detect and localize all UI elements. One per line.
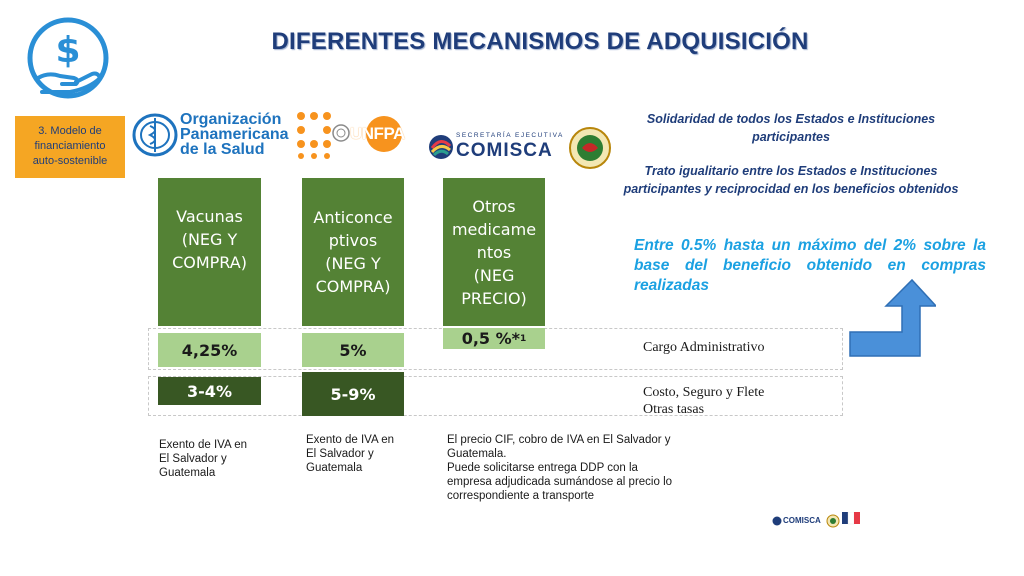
note-line: Guatemala. <box>447 448 507 460</box>
ops-logo: Organización Panamericana de la Salud <box>132 110 289 162</box>
unfpa-logo: UNFPA <box>296 110 405 160</box>
column-anticonceptivos: Anticonce ptivos (NEG Y COMPRA) <box>302 178 404 326</box>
note-line: correspondiente a transporte <box>447 490 595 502</box>
ops-text-line: Organización <box>180 111 282 128</box>
note-line: El Salvador y <box>159 453 227 465</box>
seal-icon <box>569 127 611 169</box>
unfpa-dots-icon <box>297 112 331 159</box>
note-line: Exento de IVA en <box>306 434 395 446</box>
footer-comisca-text: COMISCA <box>783 516 821 525</box>
admin-value-otros-text: 0,5 %* <box>461 329 521 348</box>
note-vacunas: Exento de IVA en El Salvador y Guatemala <box>159 438 247 480</box>
footer-seal-icon <box>826 514 840 528</box>
unfpa-badge-icon <box>366 116 402 152</box>
model-badge-line: auto-sostenible <box>32 155 108 167</box>
note-line: Guatemala <box>159 467 216 479</box>
admin-row-label: Cargo Administrativo <box>643 340 765 355</box>
note-line: Puede solicitarse entrega DDP con la <box>447 462 638 474</box>
admin-value-vacunas: 4,25% <box>158 333 261 367</box>
model-badge: 3. Modelo de financiamiento auto-sosteni… <box>15 116 125 178</box>
model-badge-line: 3. Modelo de <box>38 125 102 137</box>
note-line: El Salvador y <box>306 448 374 460</box>
dollar-hand-icon: $ <box>27 17 109 99</box>
equality-line: Trato igualitario entre los Estados e In… <box>644 164 938 178</box>
admin-value-otros: 0,5 %* 1 <box>443 328 545 349</box>
footer-logos: COMISCA <box>772 512 862 532</box>
ops-emblem-icon <box>132 113 178 157</box>
cif-value-vacunas: 3-4% <box>158 377 261 405</box>
column-line: medicame <box>451 219 537 239</box>
column-line: COMPRA) <box>172 252 247 272</box>
comisca-logo: SECRETARÍA EJECUTIVA COMISCA <box>428 128 606 168</box>
column-line: ptivos <box>328 231 378 250</box>
footnote-mark: 1 <box>520 333 527 344</box>
model-badge-line: financiamiento <box>34 140 106 152</box>
column-otros-medicamentos: Otros medicame ntos (NEG PRECIO) <box>443 178 545 326</box>
equality-text: Trato igualitario entre los Estados e In… <box>620 162 962 198</box>
column-line: (NEG Y <box>325 254 381 273</box>
column-line: COMPRA) <box>315 277 391 296</box>
cif-row-label: Costo, Seguro y Flete Otras tasas <box>643 384 764 418</box>
admin-range-text: Entre 0.5% hasta un máximo del 2% sobre … <box>634 237 986 294</box>
footer-flag-icon <box>842 512 860 525</box>
svg-text:$: $ <box>55 30 80 71</box>
footer-comisca-icon <box>772 516 782 526</box>
column-vacunas: Vacunas (NEG Y COMPRA) <box>158 178 261 326</box>
page-title: DIFERENTES MECANISMOS DE ADQUISICIÓN <box>271 28 809 55</box>
equality-line: participantes y reciprocidad en los bene… <box>623 182 959 196</box>
column-line: Otros <box>472 196 516 216</box>
column-line: (NEG <box>473 265 515 285</box>
comisca-swirl-icon <box>429 135 453 159</box>
column-line: Vacunas <box>176 206 243 226</box>
column-line: Anticonce <box>313 208 393 227</box>
admin-value-anticonceptivos: 5% <box>302 333 404 367</box>
comisca-name: COMISCA <box>456 140 553 161</box>
ops-text-line: Panamericana <box>180 126 289 143</box>
solidarity-line: participantes <box>752 130 830 144</box>
note-anticonceptivos: Exento de IVA en El Salvador y Guatemala <box>306 433 394 475</box>
cif-row-label-line: Costo, Seguro y Flete <box>643 385 765 400</box>
note-line: El precio CIF, cobro de IVA en El Salvad… <box>447 434 671 446</box>
cif-value-anticonceptivos: 5-9% <box>302 372 404 416</box>
solidarity-text: Solidaridad de todos los Estados e Insti… <box>630 110 952 146</box>
cif-row-label-line: Otras tasas <box>643 402 705 417</box>
cif-row-frame <box>148 376 843 416</box>
note-line: Exento de IVA en <box>159 439 248 451</box>
column-line: PRECIO) <box>461 288 527 308</box>
note-line: Guatemala <box>306 462 363 474</box>
unfpa-text: UNFPA <box>350 124 405 143</box>
column-line: (NEG Y <box>181 229 238 249</box>
note-line: empresa adjudicada sumándose al precio l… <box>447 476 673 488</box>
ops-text-line: de la Salud <box>180 141 265 158</box>
column-line: ntos <box>476 242 512 262</box>
comisca-subtitle: SECRETARÍA EJECUTIVA <box>456 132 564 139</box>
un-emblem-icon <box>332 124 350 142</box>
up-arrow-icon <box>849 278 936 357</box>
solidarity-line: Solidaridad de todos los Estados e Insti… <box>646 112 936 126</box>
note-otros: El precio CIF, cobro de IVA en El Salvad… <box>447 433 672 503</box>
